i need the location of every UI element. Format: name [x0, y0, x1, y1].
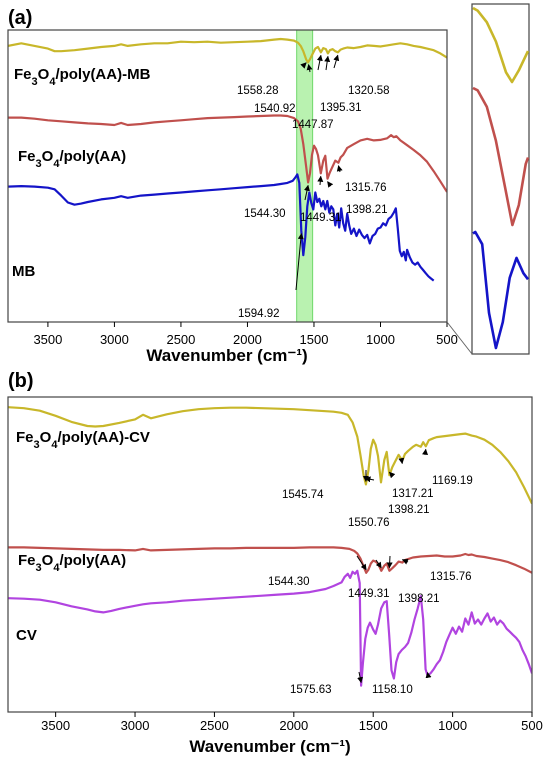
annotation-arrow	[300, 62, 307, 69]
annotation-label: 1320.58	[348, 85, 390, 97]
annotation-arrow	[306, 63, 313, 73]
series-line-b-2	[8, 569, 532, 687]
annotation-label: 1158.10	[372, 684, 413, 696]
annotation-arrow	[422, 448, 429, 456]
series-line-a-0	[8, 37, 447, 64]
panel-a-series	[8, 37, 447, 282]
annotation-arrow	[327, 181, 334, 188]
annotation-arrow	[356, 555, 367, 571]
panel-a-x-axis-title: Wavenumber (cm⁻¹)	[146, 346, 307, 365]
annotation-arrow	[364, 476, 375, 483]
x-tick-label: 1000	[438, 718, 467, 733]
inset-zoom	[446, 3, 530, 355]
series-line-a-1	[8, 114, 447, 193]
annotation-label: 1575.63	[290, 684, 332, 696]
annotation-label: 1447.87	[292, 119, 334, 131]
x-tick-label: 2000	[233, 332, 262, 347]
series-label-b-2: CV	[16, 627, 37, 644]
annotation-label: 1550.76	[348, 517, 390, 529]
panel-b-annotations: 1545.741550.761398.211317.211169.191544.…	[268, 448, 473, 696]
annotation-label: 1545.74	[282, 489, 324, 501]
annotation-label: 1169.19	[432, 475, 473, 487]
panel-b-series	[8, 406, 532, 687]
series-label-b-0: Fe3O4/poly(AA)-CV	[16, 429, 150, 451]
annotation-arrow	[357, 671, 364, 684]
inset-series-line-0	[472, 6, 530, 84]
series-label-a-1: Fe3O4/poly(AA)	[18, 148, 126, 170]
panel-a-label: (a)	[8, 7, 32, 29]
annotation-arrow	[401, 558, 409, 565]
panel-b-x-axis-title: Wavenumber (cm⁻¹)	[189, 737, 350, 756]
inset-series-line-1	[472, 86, 530, 227]
inset-series-line-2	[472, 230, 530, 350]
panel-b-label: (b)	[8, 370, 34, 392]
panel-b-x-axis: 3500 3000 2500 2000 1500 1000 500	[41, 712, 543, 733]
annotation-arrow	[324, 55, 331, 71]
annotation-arrow	[333, 54, 340, 69]
panel-a-annotations: 1558.28 1540.92 1447.87 1395.31 1320.58 1544.…	[237, 54, 390, 320]
inset-connector-line	[446, 321, 473, 355]
panel-a: (a) 3500 3000 2500 2000 1500 1000 500 Wavenumb…	[7, 3, 530, 365]
annotation-label: 1395.31	[320, 102, 362, 114]
panel-a-frame	[7, 29, 448, 323]
x-tick-label: 2500	[166, 332, 195, 347]
annotation-arrow	[316, 54, 323, 71]
x-tick-label: 500	[521, 718, 543, 733]
annotation-label: 1398.21	[388, 504, 430, 516]
annotation-label: 1594.92	[238, 308, 280, 320]
annotation-label: 1449.31	[300, 212, 342, 224]
annotation-arrow	[336, 165, 343, 173]
annotation-arrow	[304, 184, 310, 201]
annotation-arrow	[295, 233, 304, 291]
x-tick-label: 1500	[300, 332, 329, 347]
annotation-label: 1398.21	[346, 204, 388, 216]
annotation-label: 1449.31	[348, 588, 390, 600]
x-tick-label: 2000	[279, 718, 308, 733]
x-tick-label: 2500	[200, 718, 229, 733]
annotation-label: 1558.28	[237, 85, 279, 97]
panel-a-x-axis: 3500 3000 2500 2000 1500 1000 500	[33, 322, 458, 347]
series-line-a-2	[8, 173, 435, 282]
annotation-label: 1315.76	[345, 182, 387, 194]
annotation-label: 1540.92	[254, 103, 296, 115]
inset-frame	[471, 3, 530, 355]
annotation-arrow	[317, 175, 324, 186]
annotation-arrow	[375, 559, 382, 569]
panel-b-frame	[7, 396, 533, 713]
panel-b: (b) 3500 3000 2500 2000 1500 1000 500 Wavenumb…	[7, 370, 543, 756]
x-tick-label: 3000	[121, 718, 150, 733]
annotation-label: 1317.21	[392, 488, 434, 500]
series-label-a-0: Fe3O4/poly(AA)-MB	[14, 66, 151, 88]
annotation-arrow	[386, 555, 393, 569]
x-tick-label: 1000	[366, 332, 395, 347]
annotation-label: 1315.76	[430, 571, 472, 583]
series-label-a-2: MB	[12, 263, 35, 280]
x-tick-label: 1500	[359, 718, 388, 733]
annotation-arrow	[388, 471, 396, 479]
panel-a-series-labels: Fe3O4/poly(AA)-MB Fe3O4/poly(AA) MB	[12, 66, 151, 280]
annotation-label: 1544.30	[268, 576, 310, 588]
annotation-label: 1398.21	[398, 593, 440, 605]
x-tick-label: 500	[436, 332, 458, 347]
x-tick-label: 3500	[33, 332, 62, 347]
x-tick-label: 3500	[41, 718, 70, 733]
series-label-b-1: Fe3O4/poly(AA)	[18, 552, 126, 574]
series-line-b-1	[8, 546, 532, 574]
annotation-label: 1544.30	[244, 208, 286, 220]
series-line-b-0	[8, 406, 532, 505]
panel-b-series-labels: Fe3O4/poly(AA)-CV Fe3O4/poly(AA) CV	[16, 429, 150, 644]
x-tick-label: 3000	[100, 332, 129, 347]
